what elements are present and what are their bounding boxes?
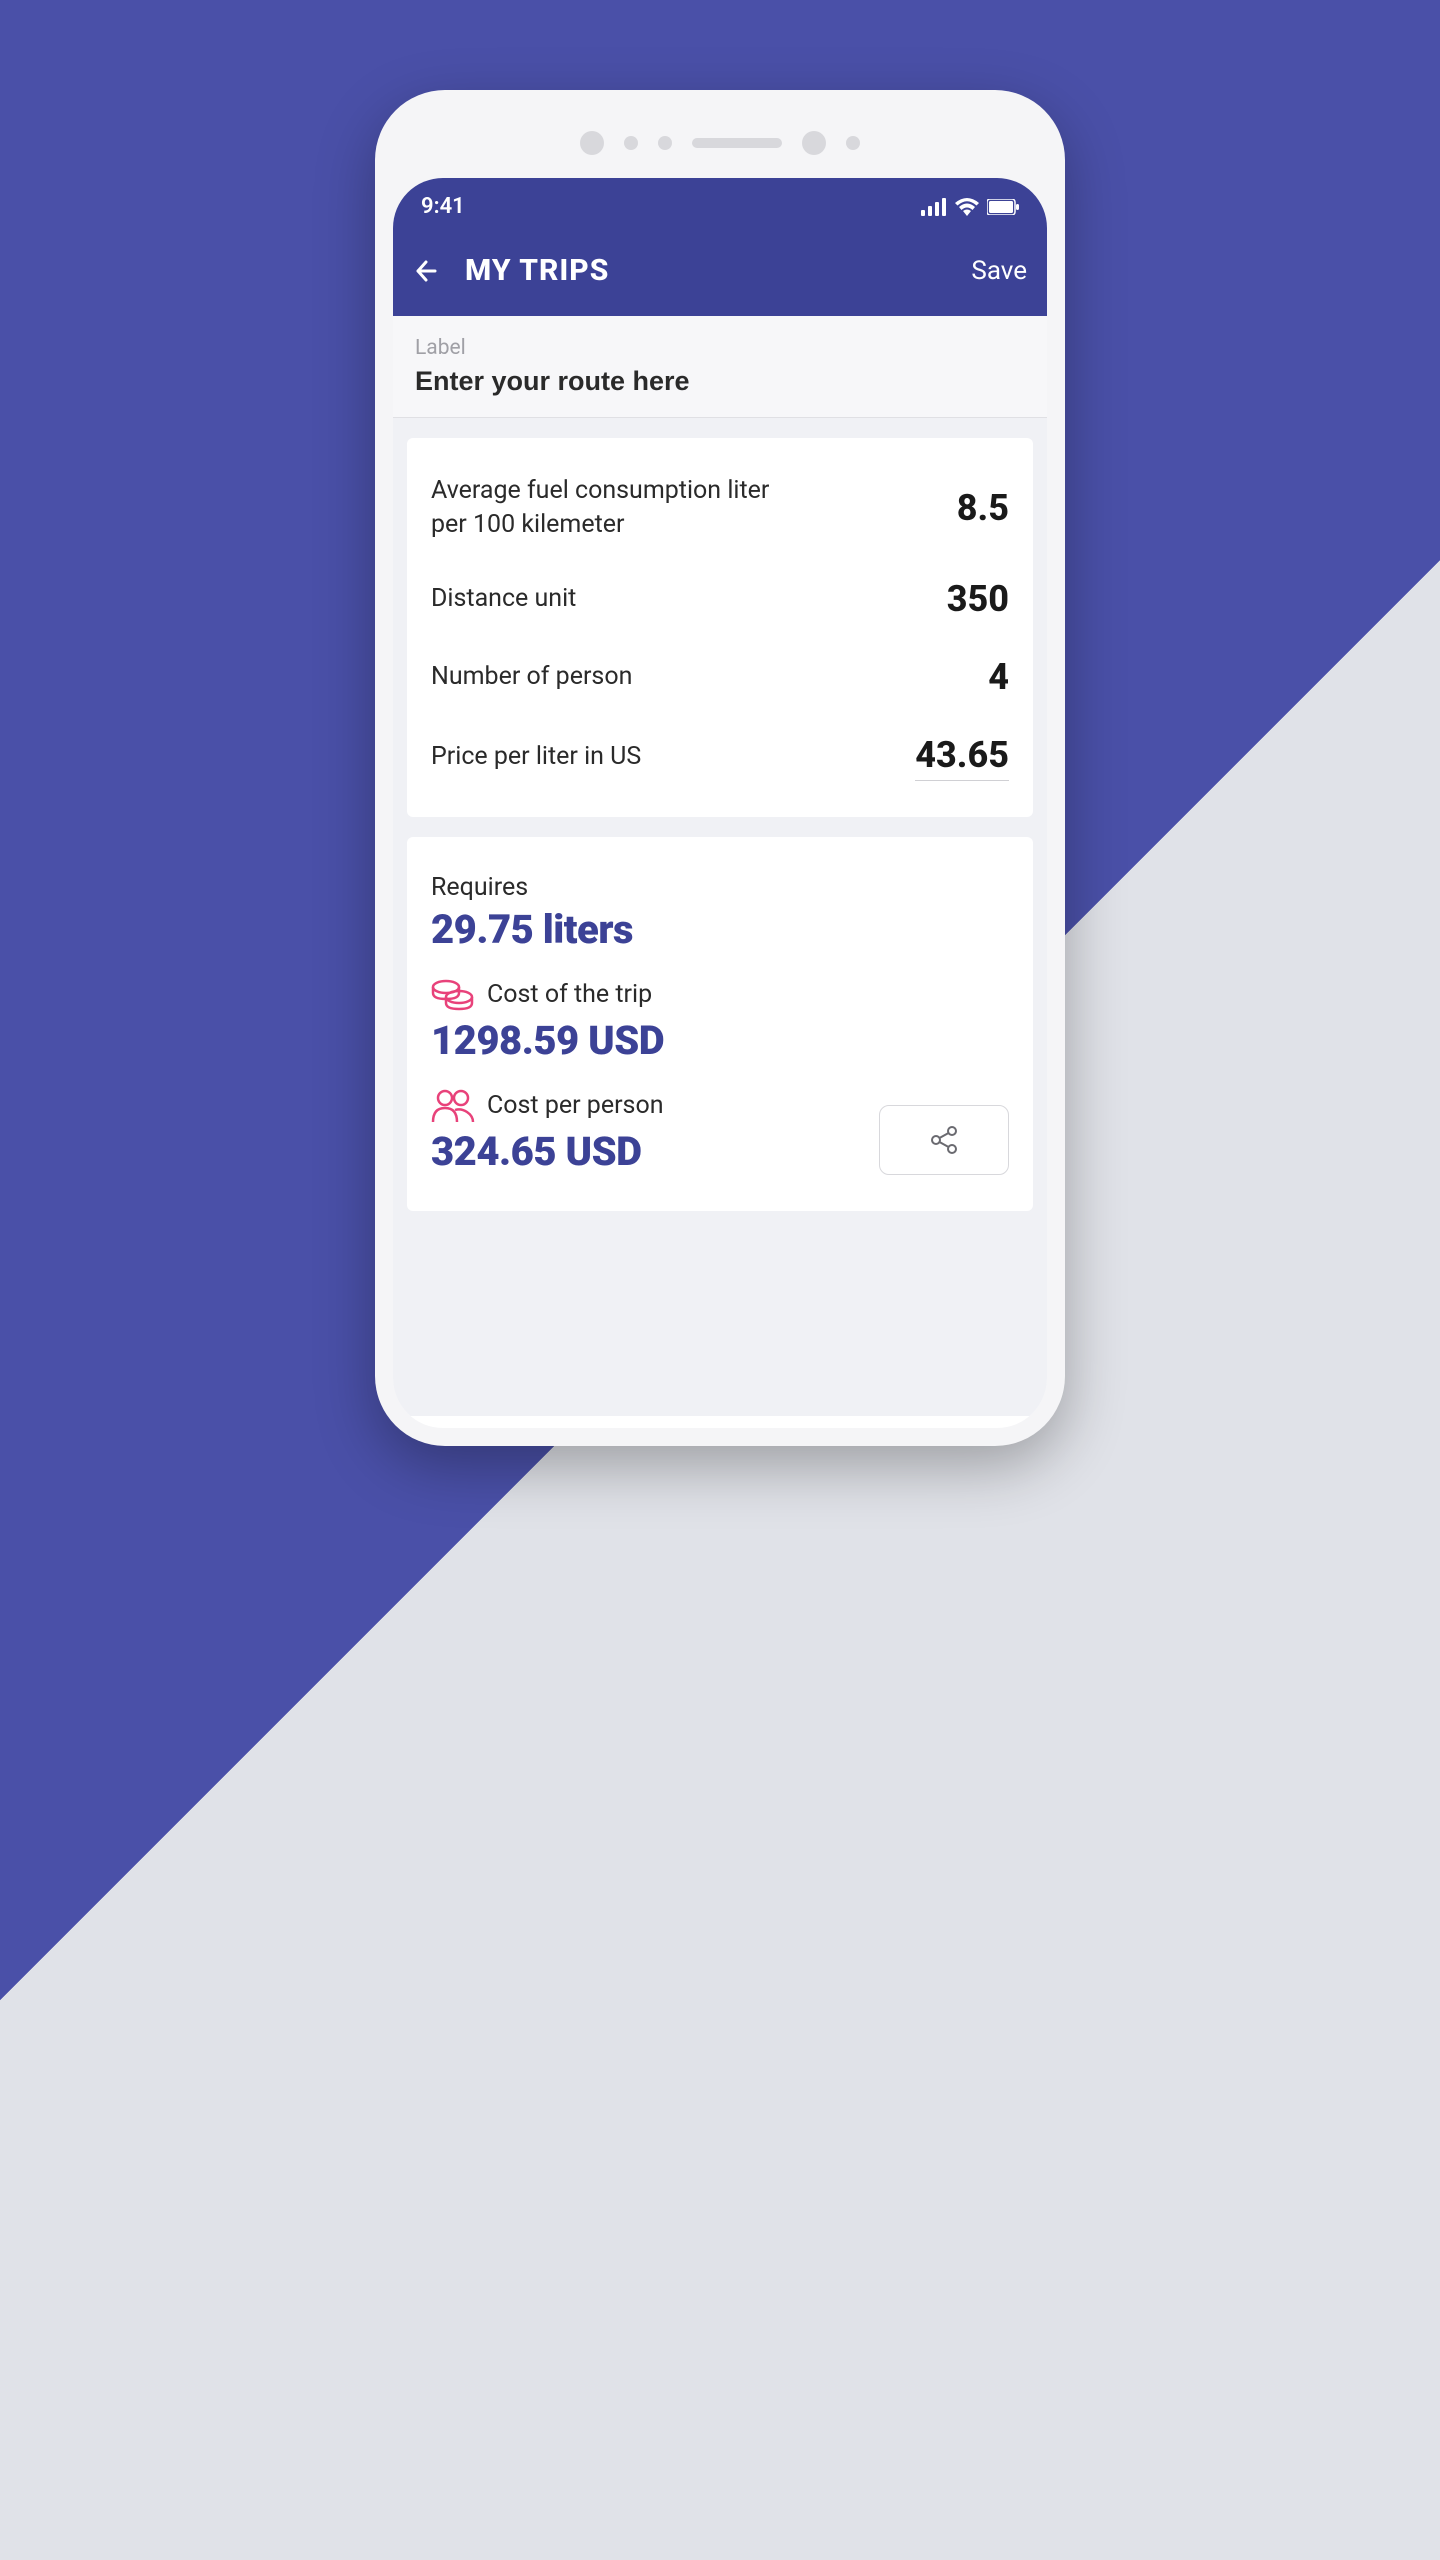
- coins-icon: [431, 977, 475, 1013]
- phone-screen: 9:41: [393, 178, 1047, 1428]
- content-area: Label Average fuel consumption liter per…: [393, 316, 1047, 1416]
- price-row: Price per liter in US 43.65: [431, 734, 1009, 781]
- app-header: MY TRIPS Save: [393, 229, 1047, 316]
- page-title: MY TRIPS: [465, 253, 609, 288]
- inputs-card: Average fuel consumption liter per 100 k…: [407, 438, 1033, 817]
- route-field-label: Label: [415, 336, 1025, 360]
- status-time: 9:41: [421, 194, 465, 219]
- save-button[interactable]: Save: [971, 256, 1027, 286]
- person-cost-value: 324.65 USD: [431, 1128, 879, 1175]
- distance-row: Distance unit 350: [431, 578, 1009, 620]
- trip-cost-label: Cost of the trip: [487, 980, 652, 1009]
- fuel-consumption-value[interactable]: 8.5: [957, 487, 1009, 529]
- share-button[interactable]: [879, 1105, 1009, 1175]
- signal-icon: [921, 198, 947, 216]
- people-icon: [431, 1088, 475, 1124]
- back-button[interactable]: [413, 257, 441, 285]
- fuel-consumption-row: Average fuel consumption liter per 100 k…: [431, 474, 1009, 542]
- trip-cost-value: 1298.59 USD: [431, 1017, 1009, 1064]
- price-value[interactable]: 43.65: [915, 734, 1009, 781]
- share-icon: [928, 1124, 960, 1156]
- person-cost-label: Cost per person: [487, 1091, 664, 1120]
- route-label-section: Label: [393, 316, 1047, 418]
- route-input[interactable]: [415, 366, 1025, 397]
- phone-notch-area: [393, 108, 1047, 178]
- distance-label: Distance unit: [431, 582, 576, 616]
- distance-value[interactable]: 350: [947, 578, 1009, 620]
- requires-value: 29.75 liters: [431, 906, 1009, 953]
- battery-icon: [987, 199, 1019, 215]
- requires-label: Requires: [431, 873, 1009, 902]
- phone-mockup-frame: 9:41: [375, 90, 1065, 1446]
- fuel-consumption-label: Average fuel consumption liter per 100 k…: [431, 474, 811, 542]
- status-icons: [921, 198, 1019, 216]
- persons-row: Number of person 4: [431, 656, 1009, 698]
- wifi-icon: [955, 198, 979, 216]
- persons-label: Number of person: [431, 660, 632, 694]
- persons-value[interactable]: 4: [988, 656, 1009, 698]
- arrow-left-icon: [413, 257, 441, 285]
- status-bar: 9:41: [393, 178, 1047, 229]
- results-card: Requires 29.75 liters Cost of the trip 1…: [407, 837, 1033, 1211]
- price-label: Price per liter in US: [431, 740, 641, 774]
